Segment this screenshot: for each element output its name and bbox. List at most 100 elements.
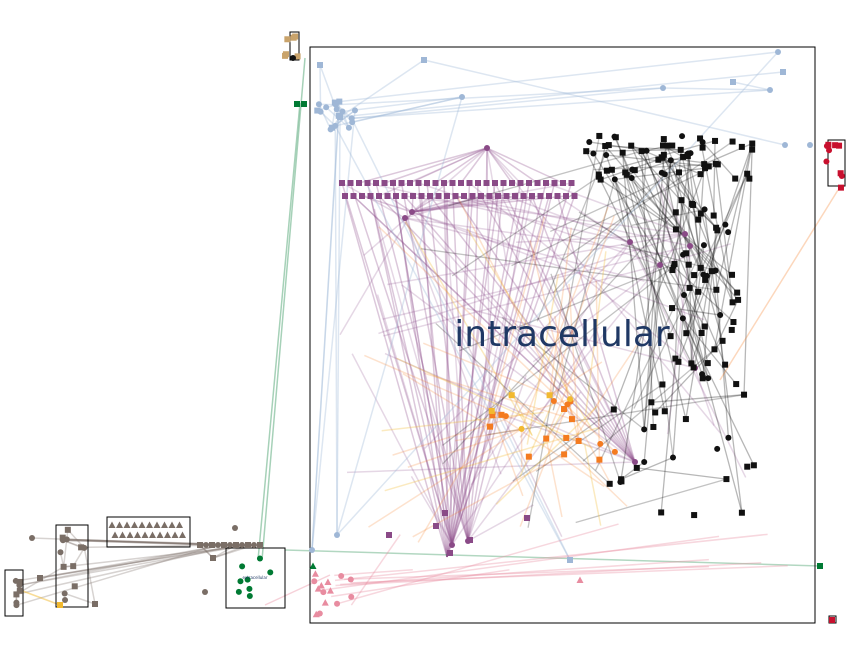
edge xyxy=(640,151,655,428)
network-node xyxy=(251,542,257,548)
network-node xyxy=(309,547,315,553)
network-node xyxy=(749,146,756,153)
network-node xyxy=(537,193,544,199)
edge xyxy=(373,208,469,542)
edge xyxy=(384,147,488,184)
network-node xyxy=(237,578,244,585)
edge xyxy=(467,504,534,542)
edge xyxy=(512,408,615,482)
edge xyxy=(376,294,453,546)
edge xyxy=(702,227,717,379)
edge xyxy=(467,375,527,542)
network-node xyxy=(780,69,786,75)
network-node xyxy=(245,542,251,548)
edge xyxy=(366,182,453,546)
edge xyxy=(506,195,631,243)
network-node xyxy=(78,544,85,551)
network-node xyxy=(672,355,679,362)
network-node xyxy=(682,416,689,423)
network-node xyxy=(732,175,739,182)
edge xyxy=(351,565,788,584)
edge xyxy=(378,226,616,453)
edge xyxy=(671,307,721,316)
edge xyxy=(443,182,469,542)
edge xyxy=(401,284,636,463)
network-node xyxy=(489,412,496,419)
network-node xyxy=(658,509,665,516)
network-node xyxy=(586,138,593,145)
network-node xyxy=(817,563,823,569)
network-node xyxy=(81,544,88,551)
edge xyxy=(600,179,677,230)
edge xyxy=(336,117,341,536)
network-node xyxy=(442,510,448,516)
edge xyxy=(545,354,581,439)
network-node xyxy=(239,563,246,570)
network-node xyxy=(680,153,687,160)
network-node xyxy=(203,542,209,548)
edge xyxy=(685,291,699,334)
network-node xyxy=(629,166,636,173)
edge xyxy=(692,204,702,268)
network-node xyxy=(660,136,667,143)
network-node xyxy=(655,156,662,163)
network-node xyxy=(16,587,23,594)
edge xyxy=(583,444,602,526)
network-node xyxy=(701,323,708,330)
network-node xyxy=(459,94,465,100)
edge xyxy=(732,81,771,91)
network-node xyxy=(29,535,35,541)
network-node xyxy=(699,375,706,382)
network-node xyxy=(608,166,615,173)
edge xyxy=(552,179,616,411)
edge xyxy=(519,233,686,438)
network-node xyxy=(728,326,735,333)
network-node xyxy=(134,531,141,538)
network-node xyxy=(603,151,610,158)
network-node xyxy=(64,526,71,533)
network-node xyxy=(347,180,354,186)
network-node xyxy=(729,271,736,278)
network-node xyxy=(432,180,439,186)
network-node xyxy=(744,463,751,470)
edge xyxy=(460,147,488,184)
network-node xyxy=(235,588,242,595)
network-node xyxy=(469,193,476,199)
node-layer xyxy=(12,33,845,623)
edge xyxy=(352,195,636,463)
edge xyxy=(491,216,546,412)
network-node xyxy=(332,122,339,129)
network-node xyxy=(333,106,340,113)
network-node xyxy=(239,542,245,548)
network-node xyxy=(59,537,66,544)
network-node xyxy=(661,408,668,415)
edge xyxy=(620,461,645,480)
edge xyxy=(334,125,338,536)
network-node xyxy=(315,101,322,108)
edge xyxy=(62,539,207,546)
edge xyxy=(485,147,488,184)
network-node xyxy=(643,147,650,154)
compartment-label-extracellular: extracellular xyxy=(242,575,267,580)
edge xyxy=(469,182,696,369)
network-node xyxy=(131,521,138,528)
network-node xyxy=(697,264,704,271)
network-node xyxy=(534,180,541,186)
edge xyxy=(384,352,636,463)
network-node xyxy=(690,201,697,208)
network-node xyxy=(495,193,501,199)
network-node xyxy=(483,180,490,186)
network-node xyxy=(744,170,751,177)
network-node xyxy=(312,610,320,618)
edge xyxy=(351,353,453,546)
network-node xyxy=(257,542,263,548)
edge xyxy=(19,544,249,586)
network-node xyxy=(126,531,134,538)
edge xyxy=(545,438,563,518)
edge xyxy=(63,544,255,568)
network-node xyxy=(705,163,712,170)
network-node xyxy=(660,85,666,91)
network-node xyxy=(713,286,720,293)
edge xyxy=(344,565,709,581)
network-node xyxy=(576,576,584,583)
